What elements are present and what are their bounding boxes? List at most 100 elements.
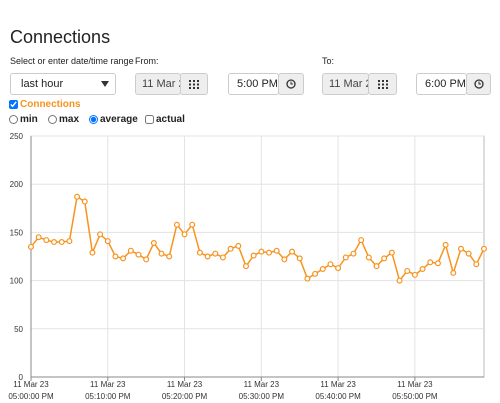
from-label: From: bbox=[135, 56, 159, 66]
data-point bbox=[365, 254, 372, 261]
data-point bbox=[181, 231, 188, 238]
data-point bbox=[158, 250, 165, 257]
data-point bbox=[358, 237, 365, 244]
x-tick-label: 05:20:00 PM bbox=[162, 392, 208, 401]
x-tick-label: 05:00:00 PM bbox=[8, 392, 54, 401]
data-point bbox=[227, 245, 234, 252]
data-point bbox=[58, 239, 65, 246]
data-point bbox=[442, 241, 449, 248]
data-point bbox=[289, 248, 296, 255]
aggregation-option: max bbox=[48, 114, 79, 125]
data-point bbox=[127, 247, 134, 254]
calendar-button[interactable] bbox=[180, 73, 208, 95]
data-point bbox=[219, 254, 226, 261]
data-point bbox=[312, 270, 319, 277]
data-point bbox=[28, 243, 35, 250]
data-point bbox=[166, 253, 173, 260]
series-checkbox[interactable] bbox=[9, 100, 18, 109]
data-point bbox=[74, 193, 81, 200]
x-tick-label: 11 Mar 23 bbox=[397, 380, 433, 389]
x-tick-label: 05:30:00 PM bbox=[239, 392, 285, 401]
x-tick-label: 11 Mar 23 bbox=[244, 380, 280, 389]
aggregation-option: average bbox=[89, 114, 138, 125]
clock-icon bbox=[286, 79, 296, 89]
aggregation-label: min bbox=[20, 114, 38, 125]
x-tick-label: 11 Mar 23 bbox=[320, 380, 356, 389]
aggregation-radio[interactable] bbox=[89, 115, 98, 124]
data-point bbox=[419, 266, 426, 273]
calendar-icon bbox=[377, 79, 388, 89]
data-point bbox=[173, 221, 180, 228]
to-label: To: bbox=[322, 56, 335, 66]
x-tick-label: 11 Mar 23 bbox=[13, 380, 49, 389]
data-point bbox=[112, 253, 119, 260]
x-tick-label: 11 Mar 23 bbox=[90, 380, 126, 389]
aggregation-label: max bbox=[59, 114, 80, 125]
clock-button[interactable] bbox=[278, 73, 304, 95]
data-point bbox=[212, 250, 219, 257]
data-point bbox=[189, 221, 196, 228]
data-point bbox=[465, 250, 472, 257]
data-point bbox=[335, 265, 342, 272]
x-tick-label: 11 Mar 23 bbox=[167, 380, 203, 389]
data-point bbox=[373, 263, 380, 270]
from-date[interactable]: 11 Mar 2 bbox=[135, 73, 181, 95]
data-point bbox=[66, 238, 73, 245]
aggregation-label: average bbox=[100, 114, 138, 125]
data-point bbox=[242, 263, 249, 270]
aggregation-label: actual bbox=[156, 114, 185, 125]
calendar-button[interactable] bbox=[368, 73, 397, 95]
data-point bbox=[350, 250, 357, 257]
clock-button[interactable] bbox=[466, 73, 491, 95]
range-label: Select or enter date/time range bbox=[10, 56, 134, 66]
series-toggle-label: Connections bbox=[20, 99, 81, 110]
data-point bbox=[304, 275, 311, 282]
dropdown-arrow bbox=[101, 81, 109, 87]
page-title: Connections bbox=[10, 27, 111, 47]
data-point bbox=[104, 238, 111, 245]
data-point bbox=[89, 249, 96, 256]
data-point bbox=[150, 240, 157, 247]
data-point bbox=[411, 271, 418, 278]
data-point bbox=[97, 231, 104, 238]
aggregation-option: min bbox=[9, 114, 38, 125]
data-point bbox=[381, 255, 388, 262]
data-point bbox=[457, 245, 464, 252]
data-point bbox=[266, 249, 273, 256]
y-tick-label: 100 bbox=[10, 277, 24, 286]
data-point bbox=[327, 261, 334, 268]
data-point bbox=[143, 256, 150, 263]
clock-icon bbox=[473, 79, 484, 89]
y-tick-label: 50 bbox=[14, 325, 23, 334]
data-point bbox=[319, 266, 326, 273]
data-point bbox=[427, 259, 434, 266]
data-point bbox=[273, 247, 280, 254]
data-point bbox=[120, 255, 127, 262]
data-point bbox=[481, 245, 488, 252]
aggregation-checkbox[interactable] bbox=[145, 115, 154, 124]
data-point bbox=[404, 267, 411, 274]
aggregation-option: actual bbox=[145, 114, 185, 125]
aggregation-radio[interactable] bbox=[9, 115, 18, 124]
data-point bbox=[35, 234, 42, 241]
x-tick-label: 05:10:00 PM bbox=[85, 392, 131, 401]
data-point bbox=[396, 277, 403, 284]
data-point bbox=[473, 261, 480, 268]
data-point bbox=[281, 256, 288, 263]
series-toggle: Connections bbox=[9, 99, 81, 110]
data-point bbox=[258, 248, 265, 255]
x-tick-label: 05:50:00 PM bbox=[392, 392, 438, 401]
range-select[interactable]: last hour bbox=[10, 73, 116, 95]
to-date[interactable]: 11 Mar 2 bbox=[322, 73, 369, 95]
y-tick-label: 150 bbox=[10, 228, 24, 237]
calendar-icon bbox=[189, 79, 199, 89]
data-point bbox=[43, 237, 50, 244]
aggregation-radio[interactable] bbox=[48, 115, 57, 124]
data-point bbox=[388, 249, 395, 256]
y-tick-label: 0 bbox=[19, 373, 24, 382]
data-point bbox=[204, 253, 211, 260]
x-tick-label: 05:40:00 PM bbox=[315, 392, 361, 401]
data-point bbox=[81, 198, 88, 205]
data-point bbox=[250, 252, 257, 259]
